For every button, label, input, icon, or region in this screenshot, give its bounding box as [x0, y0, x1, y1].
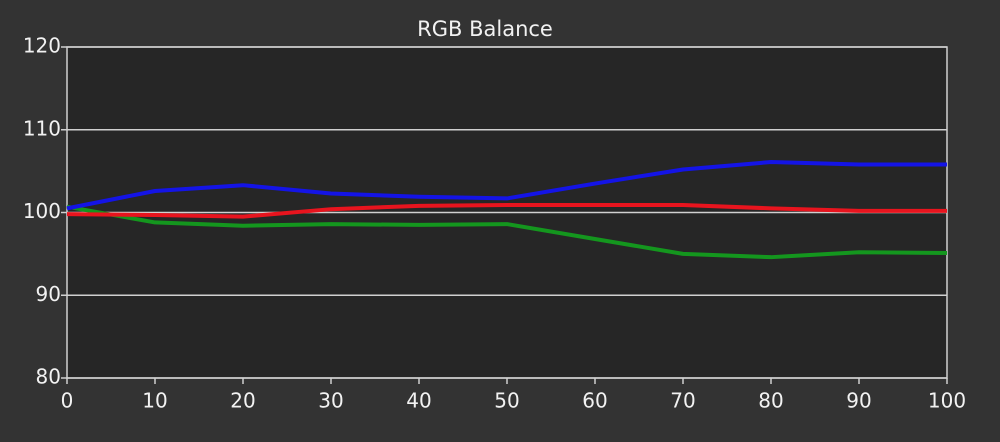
y-tick-label: 100	[23, 199, 61, 223]
x-tick-label: 10	[142, 389, 167, 413]
x-tick-label: 90	[846, 389, 871, 413]
y-tick-label: 110	[23, 116, 61, 140]
x-tick-label: 0	[61, 389, 74, 413]
series-line	[66, 203, 947, 219]
series-line	[66, 204, 948, 260]
x-tick-label: 100	[928, 389, 966, 413]
series-line	[66, 160, 947, 211]
x-tick-label: 20	[230, 389, 255, 413]
y-tick-label: 80	[36, 365, 61, 389]
x-tick-label: 70	[670, 389, 695, 413]
x-tick-label: 30	[318, 389, 343, 413]
chart-title: RGB Balance	[417, 17, 553, 41]
x-tick-label: 60	[582, 389, 607, 413]
y-tick-label: 90	[36, 282, 61, 306]
x-tick-label: 50	[494, 389, 519, 413]
x-tick-label: 40	[406, 389, 431, 413]
x-tick-label: 80	[758, 389, 783, 413]
y-tick-label: 120	[23, 34, 61, 58]
